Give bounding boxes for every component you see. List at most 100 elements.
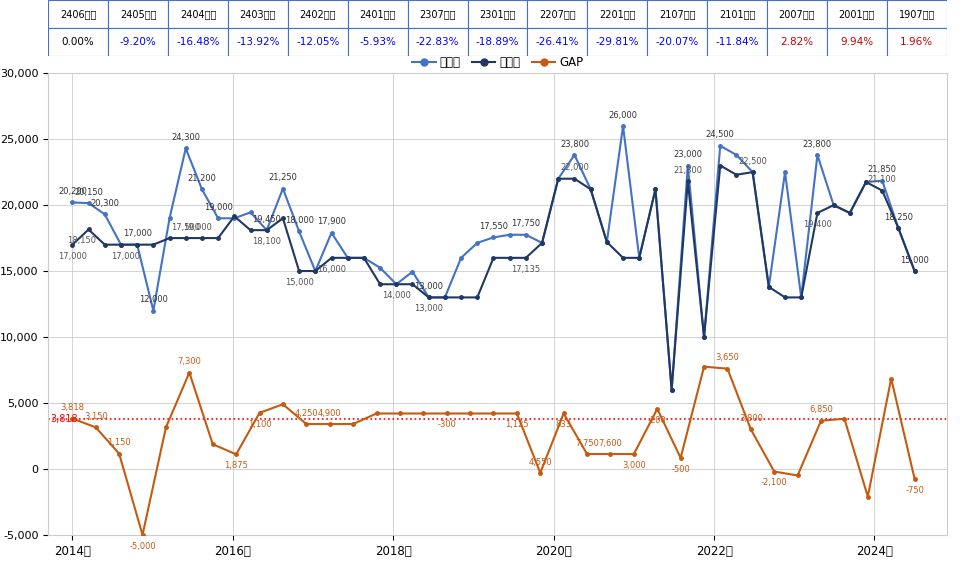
Text: 12,000: 12,000 [139,295,168,304]
Text: 23,800: 23,800 [560,140,589,149]
Text: 4,900: 4,900 [318,409,342,418]
Text: 18,250: 18,250 [884,213,913,222]
Bar [707,28,767,56]
Text: -18.89%: -18.89% [475,37,520,47]
Text: 0.00%: 0.00% [62,37,95,47]
Bar [108,0,168,28]
Bar [527,28,587,56]
Text: 22,500: 22,500 [738,157,767,166]
Bar [767,28,827,56]
Text: 23,000: 23,000 [673,150,702,159]
Text: -5.93%: -5.93% [359,37,396,47]
Text: 15,000: 15,000 [900,256,929,265]
Text: 3,818: 3,818 [60,403,84,412]
Text: 2001대비: 2001대비 [838,9,875,19]
Bar [587,28,647,56]
Text: 18,100: 18,100 [252,237,281,246]
Bar [48,0,108,28]
Text: 7,600: 7,600 [599,439,622,448]
Text: 4,550: 4,550 [528,458,553,467]
Bar [647,0,707,28]
Text: 21,200: 21,200 [187,174,216,183]
Bar [348,28,408,56]
Text: 2207대비: 2207대비 [539,9,576,19]
Text: 17,000: 17,000 [58,252,87,261]
Bar [288,0,348,28]
Text: -750: -750 [905,486,924,495]
Text: -13.92%: -13.92% [236,37,280,47]
Bar [228,0,288,28]
Text: 14,000: 14,000 [382,291,411,300]
Text: 19,450: 19,450 [252,215,281,224]
Bar [767,0,827,28]
Text: 1,125: 1,125 [505,421,528,430]
Text: 2007대비: 2007대비 [779,9,815,19]
Text: 3,650: 3,650 [716,354,739,363]
Text: 19,000: 19,000 [204,203,233,212]
Bar [887,0,947,28]
Legend: 매매가, 전세가, GAP: 매매가, 전세가, GAP [408,51,587,74]
Text: 17,135: 17,135 [511,265,540,274]
Text: -9.20%: -9.20% [120,37,156,47]
Text: 22,000: 22,000 [560,163,589,172]
Text: 7,300: 7,300 [178,358,201,367]
Text: 6,850: 6,850 [810,405,833,414]
Bar [168,0,228,28]
Bar [168,28,228,56]
Text: 18,000: 18,000 [285,216,314,225]
Text: 2402대비: 2402대비 [299,9,336,19]
Text: 2406대비: 2406대비 [60,9,97,19]
Bar [707,0,767,28]
Text: -2,100: -2,100 [761,479,787,488]
Text: 18,150: 18,150 [67,236,96,245]
Bar [408,0,468,28]
Text: 13,000: 13,000 [414,282,443,291]
Text: 3,800: 3,800 [739,414,763,423]
Bar [827,0,887,28]
Text: 17,500: 17,500 [171,223,200,232]
Bar [468,0,527,28]
Text: 20,200: 20,200 [58,187,87,196]
Text: 2401대비: 2401대비 [359,9,396,19]
Text: -26.41%: -26.41% [535,37,580,47]
Text: 1,875: 1,875 [224,461,248,470]
Text: -29.81%: -29.81% [595,37,639,47]
Text: 17,000: 17,000 [111,252,140,261]
Text: 2404대비: 2404대비 [180,9,216,19]
Bar [587,0,647,28]
Text: 2201대비: 2201대비 [599,9,636,19]
Bar [527,0,587,28]
Text: 21,100: 21,100 [867,175,896,184]
Text: 20,150: 20,150 [74,188,103,197]
Text: 24,300: 24,300 [171,133,200,142]
Text: 21,850: 21,850 [867,166,896,175]
Text: 1,100: 1,100 [247,420,271,429]
Text: -12.05%: -12.05% [297,37,339,47]
Text: 2101대비: 2101대비 [719,9,755,19]
Text: 26,000: 26,000 [609,110,638,119]
Bar [228,28,288,56]
Text: -20.07%: -20.07% [656,37,698,47]
Text: 9.94%: 9.94% [840,37,873,47]
Text: 17,900: 17,900 [317,217,346,226]
Text: -500: -500 [671,465,690,474]
Text: 15,000: 15,000 [285,278,314,287]
Bar [647,28,707,56]
Text: -11.84%: -11.84% [715,37,759,47]
Text: -5,000: -5,000 [129,542,156,551]
Text: 19,400: 19,400 [803,220,832,229]
Text: 23,800: 23,800 [803,140,832,149]
Text: 21,250: 21,250 [269,173,298,182]
Bar [887,28,947,56]
Text: -16.48%: -16.48% [176,37,220,47]
Bar [468,28,527,56]
Text: 16,000: 16,000 [317,265,346,274]
Text: 2307대비: 2307대비 [419,9,456,19]
Text: -300: -300 [438,421,456,430]
Text: 13,000: 13,000 [414,305,443,314]
Text: 21,800: 21,800 [673,166,702,175]
Text: 2405대비: 2405대비 [120,9,156,19]
Text: 2301대비: 2301대비 [479,9,516,19]
Text: 17,750: 17,750 [511,220,540,229]
Text: 17,550: 17,550 [479,222,508,231]
